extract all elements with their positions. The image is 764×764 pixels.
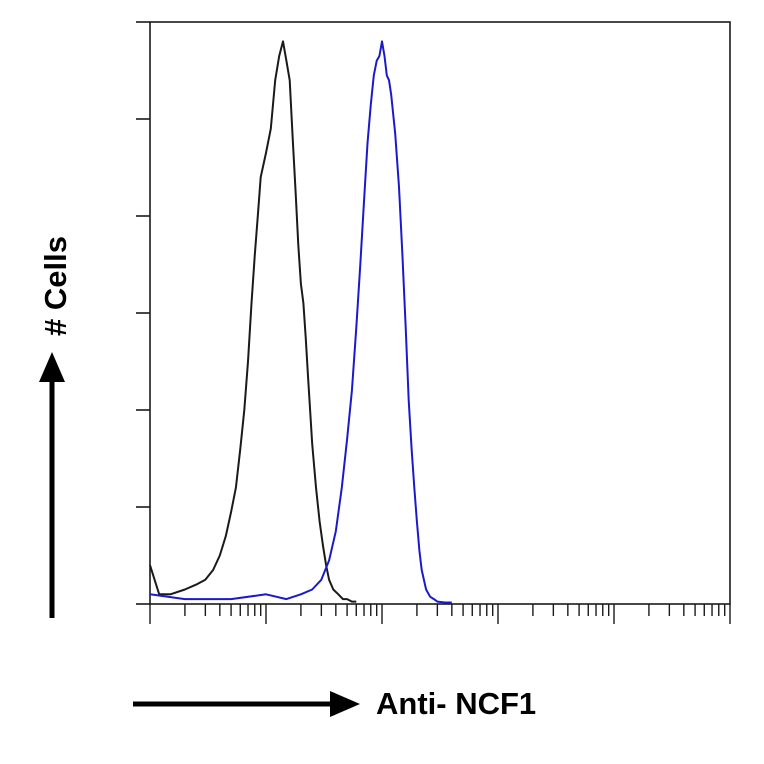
x-axis-ticks: [149, 604, 731, 624]
x-axis-label: Anti- NCF1: [376, 686, 536, 721]
anti-ncf1-histogram-line: [149, 40, 452, 604]
y-axis-arrow-head: [39, 352, 65, 382]
y-axis-ticks: [136, 21, 150, 605]
series-layer: [149, 40, 452, 604]
y-axis-label: # Cells: [38, 236, 73, 336]
control-histogram-line: [149, 40, 357, 603]
x-axis-arrow-head: [330, 691, 360, 717]
plot-frame: [149, 21, 731, 605]
